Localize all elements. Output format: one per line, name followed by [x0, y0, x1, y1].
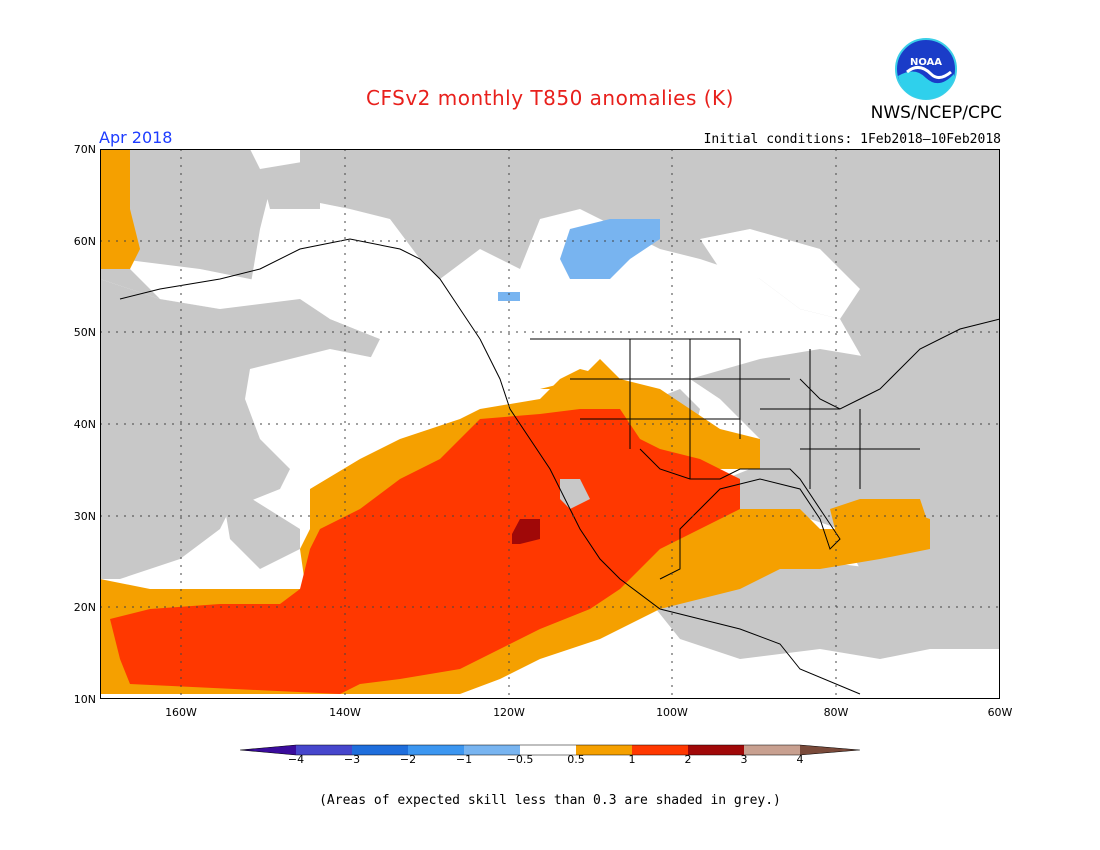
noaa-logo-text: NOAA [910, 57, 942, 68]
lon-tick-label: 60W [987, 706, 1013, 719]
lat-tick-label: 20N [73, 601, 96, 614]
legend-tick-label: −4 [287, 753, 305, 766]
legend-tick-label: −0.5 [506, 753, 534, 766]
strong-warm-anomaly-region [110, 409, 740, 694]
legend-swatch [464, 745, 520, 755]
agency-label: NWS/NCEP/CPC [870, 103, 1002, 123]
legend-tick-label: 3 [740, 753, 748, 766]
negative-anomaly-region [560, 219, 660, 279]
lat-tick-label: 30N [73, 510, 96, 523]
legend-swatch [296, 745, 352, 755]
lon-tick-label: 160W [165, 706, 197, 719]
color-legend [240, 744, 860, 756]
map-frame [100, 149, 1000, 699]
legend-swatch [688, 745, 744, 755]
legend-swatch [744, 745, 800, 755]
lat-tick-label: 40N [73, 418, 96, 431]
legend-swatch [576, 745, 632, 755]
legend-tick-label: 4 [796, 753, 804, 766]
legend-tick-label: 1 [628, 753, 636, 766]
lat-tick-label: 70N [73, 143, 96, 156]
legend-tick-label: 0.5 [567, 753, 585, 766]
neutral-region [120, 229, 860, 479]
extreme-warm-anomaly-region [512, 519, 540, 544]
legend-swatch [352, 745, 408, 755]
negative-anomaly-region [498, 292, 520, 301]
lon-tick-label: 120W [493, 706, 525, 719]
legend-swatch [520, 745, 576, 755]
legend-tick-label: −3 [343, 753, 361, 766]
legend-swatch [632, 745, 688, 755]
anomaly-map [100, 149, 1000, 699]
coastline [119, 238, 1000, 695]
chart-title: CFSv2 monthly T850 anomalies (K) [366, 86, 734, 110]
skill-footnote: (Areas of expected skill less than 0.3 a… [319, 793, 781, 808]
legend-tick-label: 2 [684, 753, 692, 766]
lon-tick-label: 100W [656, 706, 688, 719]
valid-month-label: Apr 2018 [99, 128, 173, 147]
legend-swatch [408, 745, 464, 755]
lon-tick-label: 80W [823, 706, 849, 719]
legend-tick-labels: −4 −3 −2 −1 −0.5 0.5 1 2 3 4 [240, 753, 860, 769]
legend-arrow-high [800, 745, 860, 755]
initial-conditions-label: Initial conditions: 1Feb2018–10Feb2018 [703, 132, 1001, 147]
lon-tick-label: 140W [329, 706, 361, 719]
legend-tick-label: −1 [455, 753, 473, 766]
noaa-logo: NOAA [895, 38, 957, 100]
legend-tick-label: −2 [399, 753, 417, 766]
lat-tick-label: 50N [73, 326, 96, 339]
low-skill-region [560, 479, 590, 509]
lat-tick-label: 60N [73, 235, 96, 248]
map-grid [100, 149, 1000, 699]
lat-tick-label: 10N [73, 693, 96, 706]
legend-arrow-low [240, 745, 296, 755]
